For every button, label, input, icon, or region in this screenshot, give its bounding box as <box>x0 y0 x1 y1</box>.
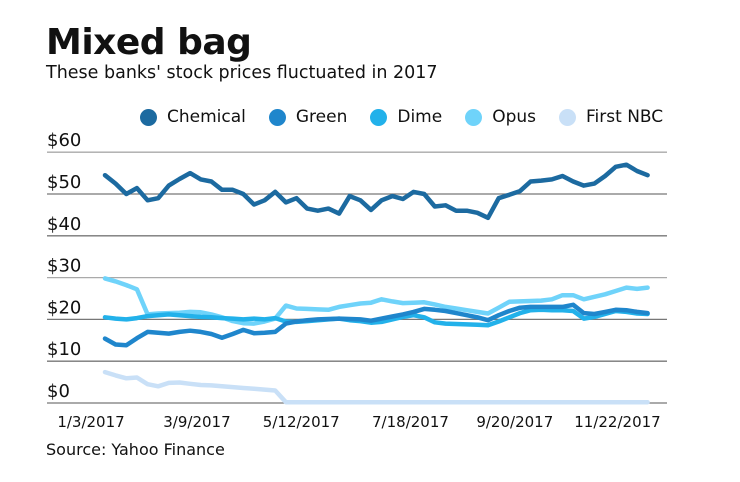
x-tick-label: 1/3/2017 <box>57 413 124 431</box>
y-tick-label: $40 <box>47 214 81 235</box>
chart-title: Mixed bag <box>46 22 252 63</box>
source-note: Source: Yahoo Finance <box>46 440 225 459</box>
y-tick-label: $10 <box>47 339 81 360</box>
y-tick-label: $0 <box>47 381 70 402</box>
legend-swatch <box>465 108 483 126</box>
legend-label: Chemical <box>167 107 246 127</box>
x-tick-label: 7/18/2017 <box>372 413 449 431</box>
y-tick-label: $60 <box>47 130 81 151</box>
x-tick-label: 11/22/2017 <box>574 413 660 431</box>
y-tick-label: $50 <box>47 172 81 193</box>
x-tick-label: 5/12/2017 <box>263 413 340 431</box>
x-tick-label: 3/9/2017 <box>163 413 230 431</box>
legend-label: First NBC <box>586 107 664 127</box>
legend-item-green: Green <box>268 107 348 127</box>
legend-swatch <box>140 108 157 126</box>
legend-swatch <box>559 108 577 126</box>
y-tick-label: $30 <box>47 256 81 277</box>
legend-item-dime: Dime <box>370 107 442 127</box>
chart-subtitle: These banks' stock prices fluctuated in … <box>46 63 438 83</box>
y-tick-label: $20 <box>47 297 81 318</box>
legend-swatch <box>268 108 286 126</box>
legend-item-chemical: Chemical <box>140 107 246 127</box>
x-tick-label: 9/20/2017 <box>476 413 553 431</box>
legend-label: Dime <box>397 107 443 127</box>
legend-label: Opus <box>492 107 537 127</box>
legend-swatch <box>370 108 388 126</box>
legend-item-first-nbc: First NBC <box>559 107 663 127</box>
series-line-first-nbc <box>102 369 650 405</box>
series-line-opus <box>102 276 650 326</box>
legend: Chemical Green Dime Opus First NBC <box>140 107 663 127</box>
series-line-dime <box>102 307 650 328</box>
series-line-chemical <box>102 162 650 221</box>
series-line-green <box>102 302 650 348</box>
legend-item-opus: Opus <box>465 107 536 127</box>
legend-label: Green <box>295 107 348 127</box>
